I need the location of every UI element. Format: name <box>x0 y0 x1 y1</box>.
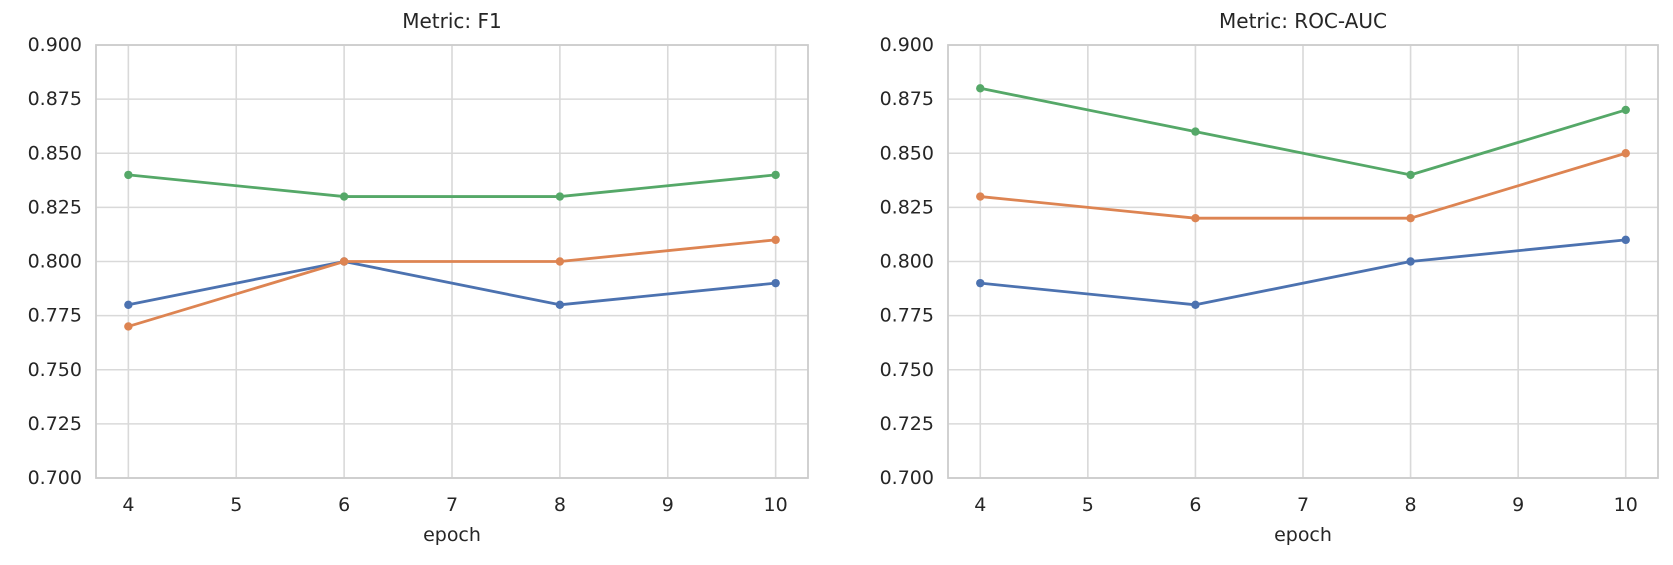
x-tick-label: 10 <box>1614 494 1638 516</box>
series-blue-marker <box>1621 235 1630 245</box>
series-orange-line <box>978 151 1628 220</box>
series-orange-marker <box>976 192 985 201</box>
x-tick-label: 4 <box>122 494 134 516</box>
y-tick-label: 0.875 <box>28 88 82 110</box>
y-tick-label: 0.700 <box>28 467 82 489</box>
x-tick-label: 7 <box>1297 494 1309 516</box>
series-green-marker <box>124 170 133 180</box>
series-blue-marker <box>976 278 985 288</box>
x-tick-label: 5 <box>230 494 242 516</box>
y-tick-label: 0.700 <box>880 467 934 489</box>
series-orange-marker <box>339 257 349 266</box>
series-blue-marker <box>1191 300 1200 309</box>
x-tick-label: 6 <box>338 494 350 516</box>
x-tick-label: 9 <box>1512 494 1524 516</box>
series-blue-marker <box>124 300 133 309</box>
x-tick-label: 6 <box>1189 494 1201 516</box>
series-green-line <box>126 173 778 198</box>
series-blue-marker <box>771 278 780 288</box>
y-tick-label: 0.725 <box>880 413 934 435</box>
series-orange-marker <box>555 257 565 266</box>
series-green-marker <box>1621 105 1630 115</box>
x-axis-label-f1: epoch <box>423 524 481 546</box>
plot-border <box>95 44 809 479</box>
y-tick-label: 0.775 <box>880 305 934 327</box>
x-tick-label: 9 <box>662 494 674 516</box>
y-tick-label: 0.725 <box>28 413 82 435</box>
y-tick-label: 0.900 <box>880 34 934 56</box>
series-green-marker <box>339 192 349 201</box>
chart-title-roc-auc: Metric: ROC-AUC <box>1219 9 1387 33</box>
y-tick-label: 0.850 <box>880 142 934 164</box>
y-tick-label: 0.800 <box>28 251 82 273</box>
x-tick-label: 5 <box>1082 494 1094 516</box>
y-tick-label: 0.825 <box>880 196 934 218</box>
x-tick-label: 8 <box>1405 494 1417 516</box>
chart-title-f1: Metric: F1 <box>402 9 502 33</box>
x-axis-label-roc-auc: epoch <box>1274 524 1332 546</box>
series-orange-marker <box>771 235 780 245</box>
y-tick-label: 0.825 <box>28 196 82 218</box>
x-tick-label: 7 <box>446 494 458 516</box>
series-orange-marker <box>1191 214 1200 223</box>
series-green-line <box>978 86 1628 177</box>
x-tick-label: 4 <box>974 494 986 516</box>
series-blue-line <box>126 260 778 307</box>
y-tick-label: 0.750 <box>880 359 934 381</box>
series-green-marker <box>1191 127 1200 136</box>
series-orange-marker <box>1406 214 1415 223</box>
series-green-marker <box>771 170 780 180</box>
series-green-marker <box>976 84 985 93</box>
y-tick-label: 0.900 <box>28 34 82 56</box>
series-orange-marker <box>1621 149 1630 158</box>
y-tick-label: 0.850 <box>28 142 82 164</box>
series-orange-line <box>126 238 778 328</box>
x-tick-label: 10 <box>764 494 788 516</box>
y-tick-label: 0.775 <box>28 305 82 327</box>
series-green-marker <box>555 192 565 201</box>
y-tick-label: 0.875 <box>880 88 934 110</box>
series-blue-marker <box>1406 257 1415 266</box>
plot-border <box>947 44 1659 479</box>
series-blue-line <box>978 238 1628 307</box>
series-green-marker <box>1406 170 1415 180</box>
series-blue-marker <box>555 300 565 309</box>
x-tick-label: 8 <box>554 494 566 516</box>
series-orange-marker <box>124 322 133 331</box>
y-tick-label: 0.800 <box>880 251 934 273</box>
y-tick-label: 0.750 <box>28 359 82 381</box>
